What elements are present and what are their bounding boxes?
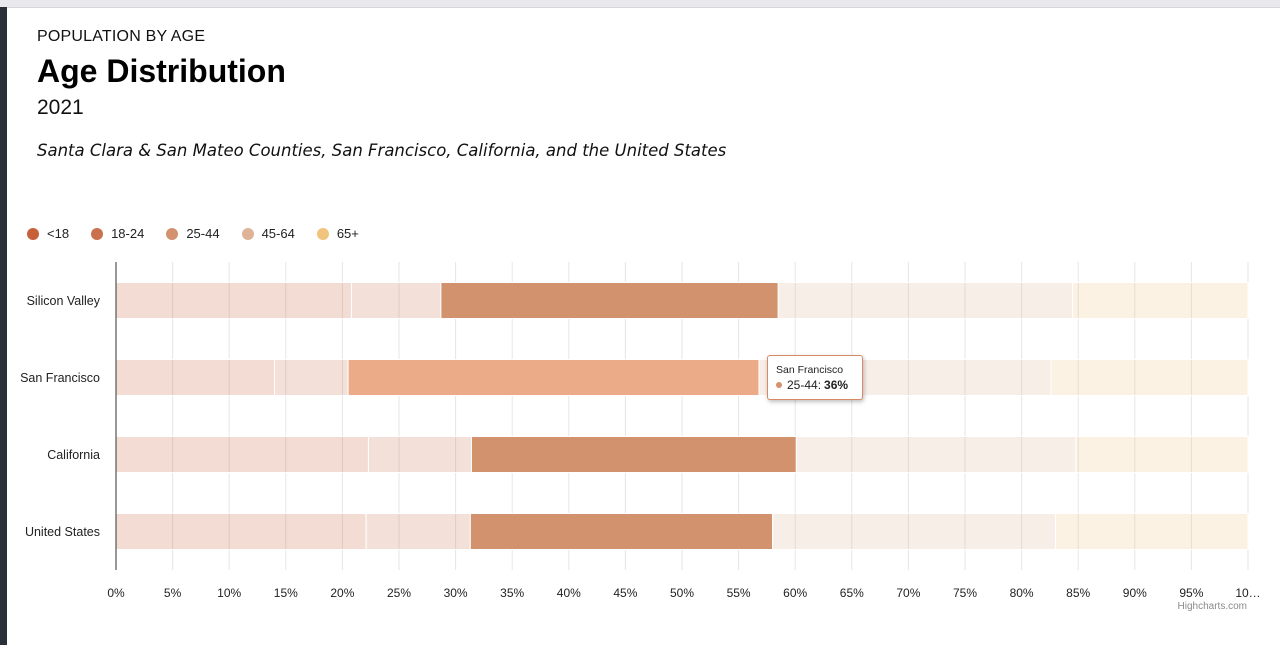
bar-segment (1055, 513, 1249, 550)
tooltip-series-dot (776, 382, 782, 388)
chart-year: 2021 (37, 96, 84, 119)
x-tick-label: 40% (557, 586, 581, 600)
category-label: San Francisco (20, 371, 100, 385)
tooltip-series-name: 25-44 (787, 378, 818, 392)
x-tick-label: 85% (1066, 586, 1090, 600)
bar-segment (273, 359, 349, 396)
legend-label: 18-24 (111, 226, 145, 241)
tooltip-value-line: 25-44:36% (776, 378, 848, 392)
bar-segment (777, 282, 1074, 319)
legend-item[interactable]: <18 (27, 226, 69, 241)
chart-title: Age Distribution (37, 53, 286, 89)
x-tick-label: 45% (613, 586, 637, 600)
bar-segment (469, 513, 774, 550)
legend-label: 25-44 (186, 226, 220, 241)
legend-marker (27, 227, 39, 240)
x-tick-label: 80% (1010, 586, 1034, 600)
bar-segment (470, 436, 797, 473)
x-tick-label: 95% (1179, 586, 1203, 600)
x-tick-label: 10… (1235, 586, 1260, 600)
category-label: United States (25, 525, 100, 539)
x-tick-label: 15% (274, 586, 298, 600)
chart-tooltip: San Francisco 25-44:36% (767, 355, 863, 400)
bar-segment (795, 436, 1077, 473)
category-label: California (47, 448, 100, 462)
legend-marker (166, 227, 179, 240)
legend-item[interactable]: 18-24 (91, 226, 144, 241)
legend-item[interactable]: 65+ (316, 226, 359, 241)
legend-item[interactable]: 25-44 (166, 226, 220, 241)
legend-label: 65+ (336, 226, 359, 241)
category-label: Silicon Valley (27, 294, 101, 308)
x-tick-label: 65% (840, 586, 864, 600)
bar-segment (772, 513, 1057, 550)
legend-item[interactable]: 45-64 (241, 226, 295, 241)
x-tick-label: 30% (444, 586, 468, 600)
browser-top-edge (0, 0, 1280, 8)
legend-marker (91, 227, 104, 240)
bar-segment (1075, 436, 1249, 473)
x-tick-label: 70% (896, 586, 920, 600)
legend-marker (241, 227, 254, 240)
chart-subtitle: Santa Clara & San Mateo Counties, San Fr… (37, 141, 727, 160)
bar-segment (365, 513, 471, 550)
chart-legend: <18 18-24 25-44 45-64 65+ (27, 226, 381, 241)
bar-segment (1050, 359, 1249, 396)
x-tick-label: 0% (107, 586, 125, 600)
bar-segment (347, 359, 760, 396)
x-tick-label: 10% (217, 586, 241, 600)
x-tick-label: 55% (727, 586, 751, 600)
bar-segment (115, 436, 369, 473)
bar-segment (350, 282, 442, 319)
highcharts-credits[interactable]: Highcharts.com (1177, 601, 1247, 612)
legend-label: 45-64 (261, 226, 295, 241)
tooltip-value: 36% (824, 378, 849, 392)
x-tick-label: 5% (164, 586, 182, 600)
bar-segment (1072, 282, 1249, 319)
legend-marker (316, 227, 329, 240)
bar-segment (367, 436, 472, 473)
x-tick-label: 25% (387, 586, 411, 600)
bar-segment (115, 282, 352, 319)
window-left-rail (0, 7, 7, 645)
chart-eyebrow: POPULATION BY AGE (37, 28, 206, 45)
bar-segment (440, 282, 779, 319)
x-tick-label: 20% (330, 586, 354, 600)
bar-segment (115, 513, 367, 550)
x-tick-label: 60% (783, 586, 807, 600)
x-tick-label: 90% (1123, 586, 1147, 600)
x-tick-label: 75% (953, 586, 977, 600)
x-tick-label: 50% (670, 586, 694, 600)
legend-label: <18 (47, 226, 70, 241)
bar-segment (115, 359, 275, 396)
tooltip-category: San Francisco (776, 364, 844, 376)
x-tick-label: 35% (500, 586, 524, 600)
